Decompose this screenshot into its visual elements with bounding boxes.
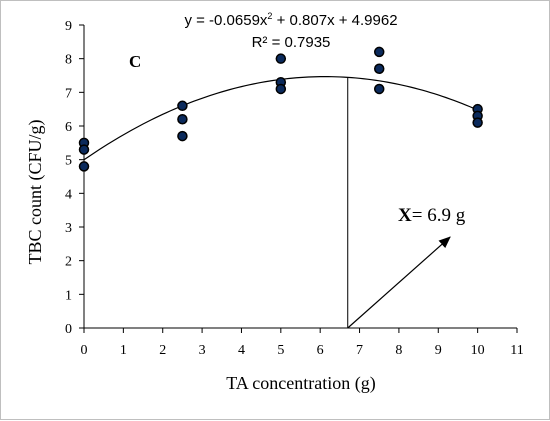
y-axis-title: TBC count (CFU/g) <box>25 119 46 264</box>
x-tick-label: 6 <box>317 343 324 358</box>
x-axis-title: TA concentration (g) <box>226 373 376 394</box>
y-tick-label: 4 <box>65 187 72 202</box>
data-point <box>177 100 188 112</box>
y-tick-label: 9 <box>65 19 72 34</box>
x-tick-label: 4 <box>238 343 245 358</box>
x-tick-label: 1 <box>120 343 127 358</box>
x-tick-label: 7 <box>356 343 363 358</box>
trendline-equation: y = -0.0659x2 + 0.807x + 4.9962 <box>184 11 397 29</box>
data-point <box>177 114 188 125</box>
data-point <box>373 63 385 75</box>
x-tick-label: 9 <box>435 343 442 358</box>
y-tick-label: 5 <box>65 154 72 169</box>
x-tick-label: 0 <box>81 343 88 358</box>
y-tick-label: 0 <box>65 322 72 337</box>
points-layer <box>78 46 483 172</box>
trendline-r2: R² = 0.7935 <box>252 34 331 51</box>
y-tick-label: 1 <box>65 288 72 303</box>
x-tick-label: 3 <box>199 343 206 358</box>
annotation-label: X= 6.9 g <box>398 205 466 226</box>
panel-label: C <box>129 52 141 71</box>
optimum-arrow <box>347 236 451 329</box>
annotation-layer <box>347 77 451 329</box>
y-tick-label: 6 <box>65 120 72 135</box>
data-point <box>177 130 188 142</box>
y-tick-label: 8 <box>65 53 72 68</box>
x-tick-label: 8 <box>395 343 402 358</box>
x-tick-label: 11 <box>510 343 523 358</box>
data-point <box>275 53 287 64</box>
data-point <box>78 144 90 155</box>
y-tick-label: 3 <box>65 221 72 236</box>
data-point <box>373 83 385 95</box>
data-point <box>275 83 287 95</box>
x-tick-label: 2 <box>159 343 166 358</box>
data-point <box>78 161 90 172</box>
x-tick-label: 5 <box>277 343 284 358</box>
y-tick-label: 7 <box>65 86 72 101</box>
x-tick-label: 10 <box>471 343 485 358</box>
data-point <box>472 117 483 128</box>
data-point <box>373 46 385 58</box>
y-tick-label: 2 <box>65 255 72 270</box>
axes: 0 1 2 3 4 5 6 7 8 9 10 11 0 1 2 3 4 5 6 7 8 9 <box>65 19 524 358</box>
